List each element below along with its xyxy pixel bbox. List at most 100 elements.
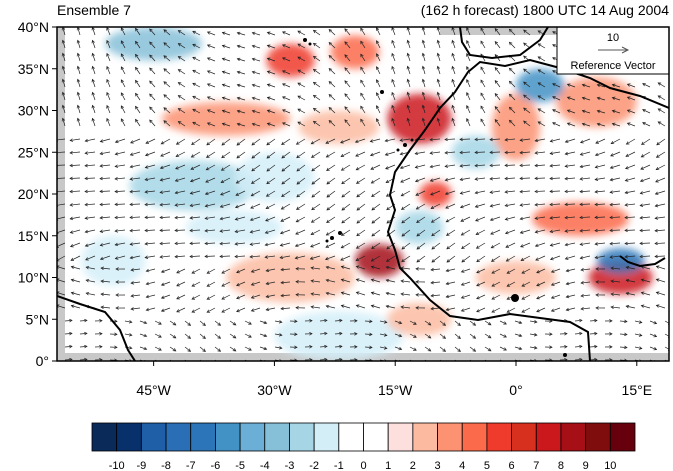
wind-vector-head <box>391 104 395 109</box>
wind-vector <box>595 164 606 168</box>
wind-vector-head <box>160 141 165 145</box>
wind-vector-head <box>144 165 149 169</box>
wind-vector <box>639 229 651 231</box>
wind-vector-head <box>205 167 210 171</box>
wind-vector <box>235 242 246 245</box>
wind-vector-head <box>549 216 553 220</box>
wind-vector-head <box>158 334 162 338</box>
wind-vector <box>400 138 411 141</box>
wind-vector <box>221 164 231 171</box>
wind-vector <box>401 190 411 197</box>
wind-vector-head <box>519 189 523 194</box>
wind-vector-head <box>609 241 613 246</box>
wind-vector-head <box>442 322 447 326</box>
wind-vector <box>550 255 561 260</box>
wind-vector <box>535 216 546 219</box>
wind-vector-head <box>206 83 211 87</box>
wind-vector-head <box>99 256 104 261</box>
wind-vector-head <box>523 81 527 85</box>
wind-vector <box>537 108 546 114</box>
wind-vector <box>439 333 446 339</box>
wind-vector-head <box>625 304 630 309</box>
wind-vector-head <box>533 346 538 350</box>
wind-vector-head <box>487 322 492 326</box>
wind-vector-head <box>176 270 180 274</box>
wind-vector <box>265 255 276 258</box>
wind-vector-head <box>70 257 75 261</box>
wind-vector <box>379 320 387 323</box>
wind-vector-head <box>263 346 268 351</box>
wind-vector <box>360 106 366 114</box>
wind-vector <box>649 320 657 324</box>
wind-vector <box>376 79 381 88</box>
wind-vector-head <box>99 189 103 194</box>
wind-vector-head <box>655 291 660 295</box>
wind-vector <box>325 242 336 248</box>
wind-vector-head <box>459 177 464 182</box>
wind-vector-head <box>160 295 165 299</box>
wind-vector-head <box>106 39 110 44</box>
colorbar-swatch <box>140 422 167 452</box>
wind-vector-head <box>416 259 420 263</box>
colorbar-label: 2 <box>410 460 416 471</box>
wind-vector <box>92 105 96 114</box>
wind-vector <box>175 177 186 182</box>
lat-tick-label: 25°N <box>18 144 49 160</box>
wind-vector <box>236 268 246 273</box>
wind-vector <box>92 27 96 36</box>
wind-vector-head <box>594 165 599 169</box>
wind-vector <box>506 307 516 313</box>
wind-vector-head <box>310 231 315 236</box>
colorbar-label: -4 <box>260 460 270 471</box>
wind-vector-head <box>508 93 513 98</box>
wind-vector <box>237 123 246 127</box>
wind-vector-head <box>265 193 270 197</box>
wind-vector-head <box>595 306 599 310</box>
wind-vector <box>160 190 171 193</box>
wind-vector <box>163 94 171 101</box>
wind-vector <box>178 69 186 75</box>
wind-vector-head <box>406 91 410 96</box>
wind-vector <box>520 151 531 154</box>
wind-vector <box>106 118 111 127</box>
wind-vector-head <box>265 294 270 299</box>
wind-vector-head <box>400 279 405 283</box>
wind-vector <box>612 84 621 88</box>
wind-vector-head <box>653 321 658 325</box>
wind-vector <box>480 40 486 49</box>
wind-vector-head <box>444 150 448 155</box>
wind-vector-head <box>625 278 630 283</box>
wind-vector-head <box>579 242 584 246</box>
wind-vector-head <box>190 154 195 158</box>
wind-vector <box>624 229 636 231</box>
wind-vector <box>416 255 426 263</box>
wind-vector-head <box>655 304 660 308</box>
wind-vector-head <box>640 278 645 282</box>
wind-vector-head <box>581 83 586 88</box>
wind-vector-head <box>596 109 601 114</box>
wind-vector-head <box>579 331 583 336</box>
wind-vector <box>401 229 411 237</box>
wind-vector-head <box>537 82 542 86</box>
wind-vector <box>149 41 156 49</box>
wind-vector <box>139 320 147 324</box>
wind-vector <box>523 94 531 101</box>
wind-vector-head <box>400 305 405 309</box>
wind-vector <box>356 190 366 198</box>
wind-vector-head <box>219 229 224 233</box>
wind-vector-head <box>221 109 226 113</box>
wind-vector <box>282 57 291 62</box>
wind-vector-head <box>491 283 496 287</box>
wind-vector-head <box>445 307 450 312</box>
wind-vector-head <box>163 81 167 85</box>
wind-vector-head <box>431 259 436 263</box>
wind-vector <box>504 177 516 180</box>
wind-vector <box>341 305 351 309</box>
wind-vector <box>62 105 66 114</box>
wind-vector-head <box>427 322 432 326</box>
wind-vector-head <box>206 141 210 146</box>
wind-vector <box>580 177 591 180</box>
wind-vector-head <box>204 216 209 220</box>
wind-vector <box>565 242 576 246</box>
wind-vector-head <box>466 40 470 44</box>
